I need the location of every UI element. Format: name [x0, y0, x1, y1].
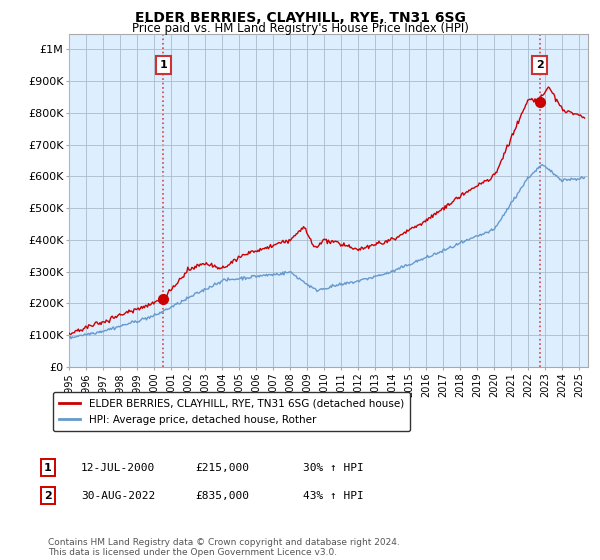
Text: 12-JUL-2000: 12-JUL-2000	[81, 463, 155, 473]
Text: 1: 1	[160, 60, 167, 71]
Text: 30-AUG-2022: 30-AUG-2022	[81, 491, 155, 501]
Text: 43% ↑ HPI: 43% ↑ HPI	[303, 491, 364, 501]
Legend: ELDER BERRIES, CLAYHILL, RYE, TN31 6SG (detached house), HPI: Average price, det: ELDER BERRIES, CLAYHILL, RYE, TN31 6SG (…	[53, 392, 410, 431]
Text: £835,000: £835,000	[195, 491, 249, 501]
Text: 2: 2	[44, 491, 52, 501]
Text: £215,000: £215,000	[195, 463, 249, 473]
Text: 30% ↑ HPI: 30% ↑ HPI	[303, 463, 364, 473]
Text: 2: 2	[536, 60, 544, 71]
Text: 1: 1	[44, 463, 52, 473]
Text: Price paid vs. HM Land Registry's House Price Index (HPI): Price paid vs. HM Land Registry's House …	[131, 22, 469, 35]
Text: ELDER BERRIES, CLAYHILL, RYE, TN31 6SG: ELDER BERRIES, CLAYHILL, RYE, TN31 6SG	[134, 11, 466, 25]
Text: Contains HM Land Registry data © Crown copyright and database right 2024.
This d: Contains HM Land Registry data © Crown c…	[48, 538, 400, 557]
